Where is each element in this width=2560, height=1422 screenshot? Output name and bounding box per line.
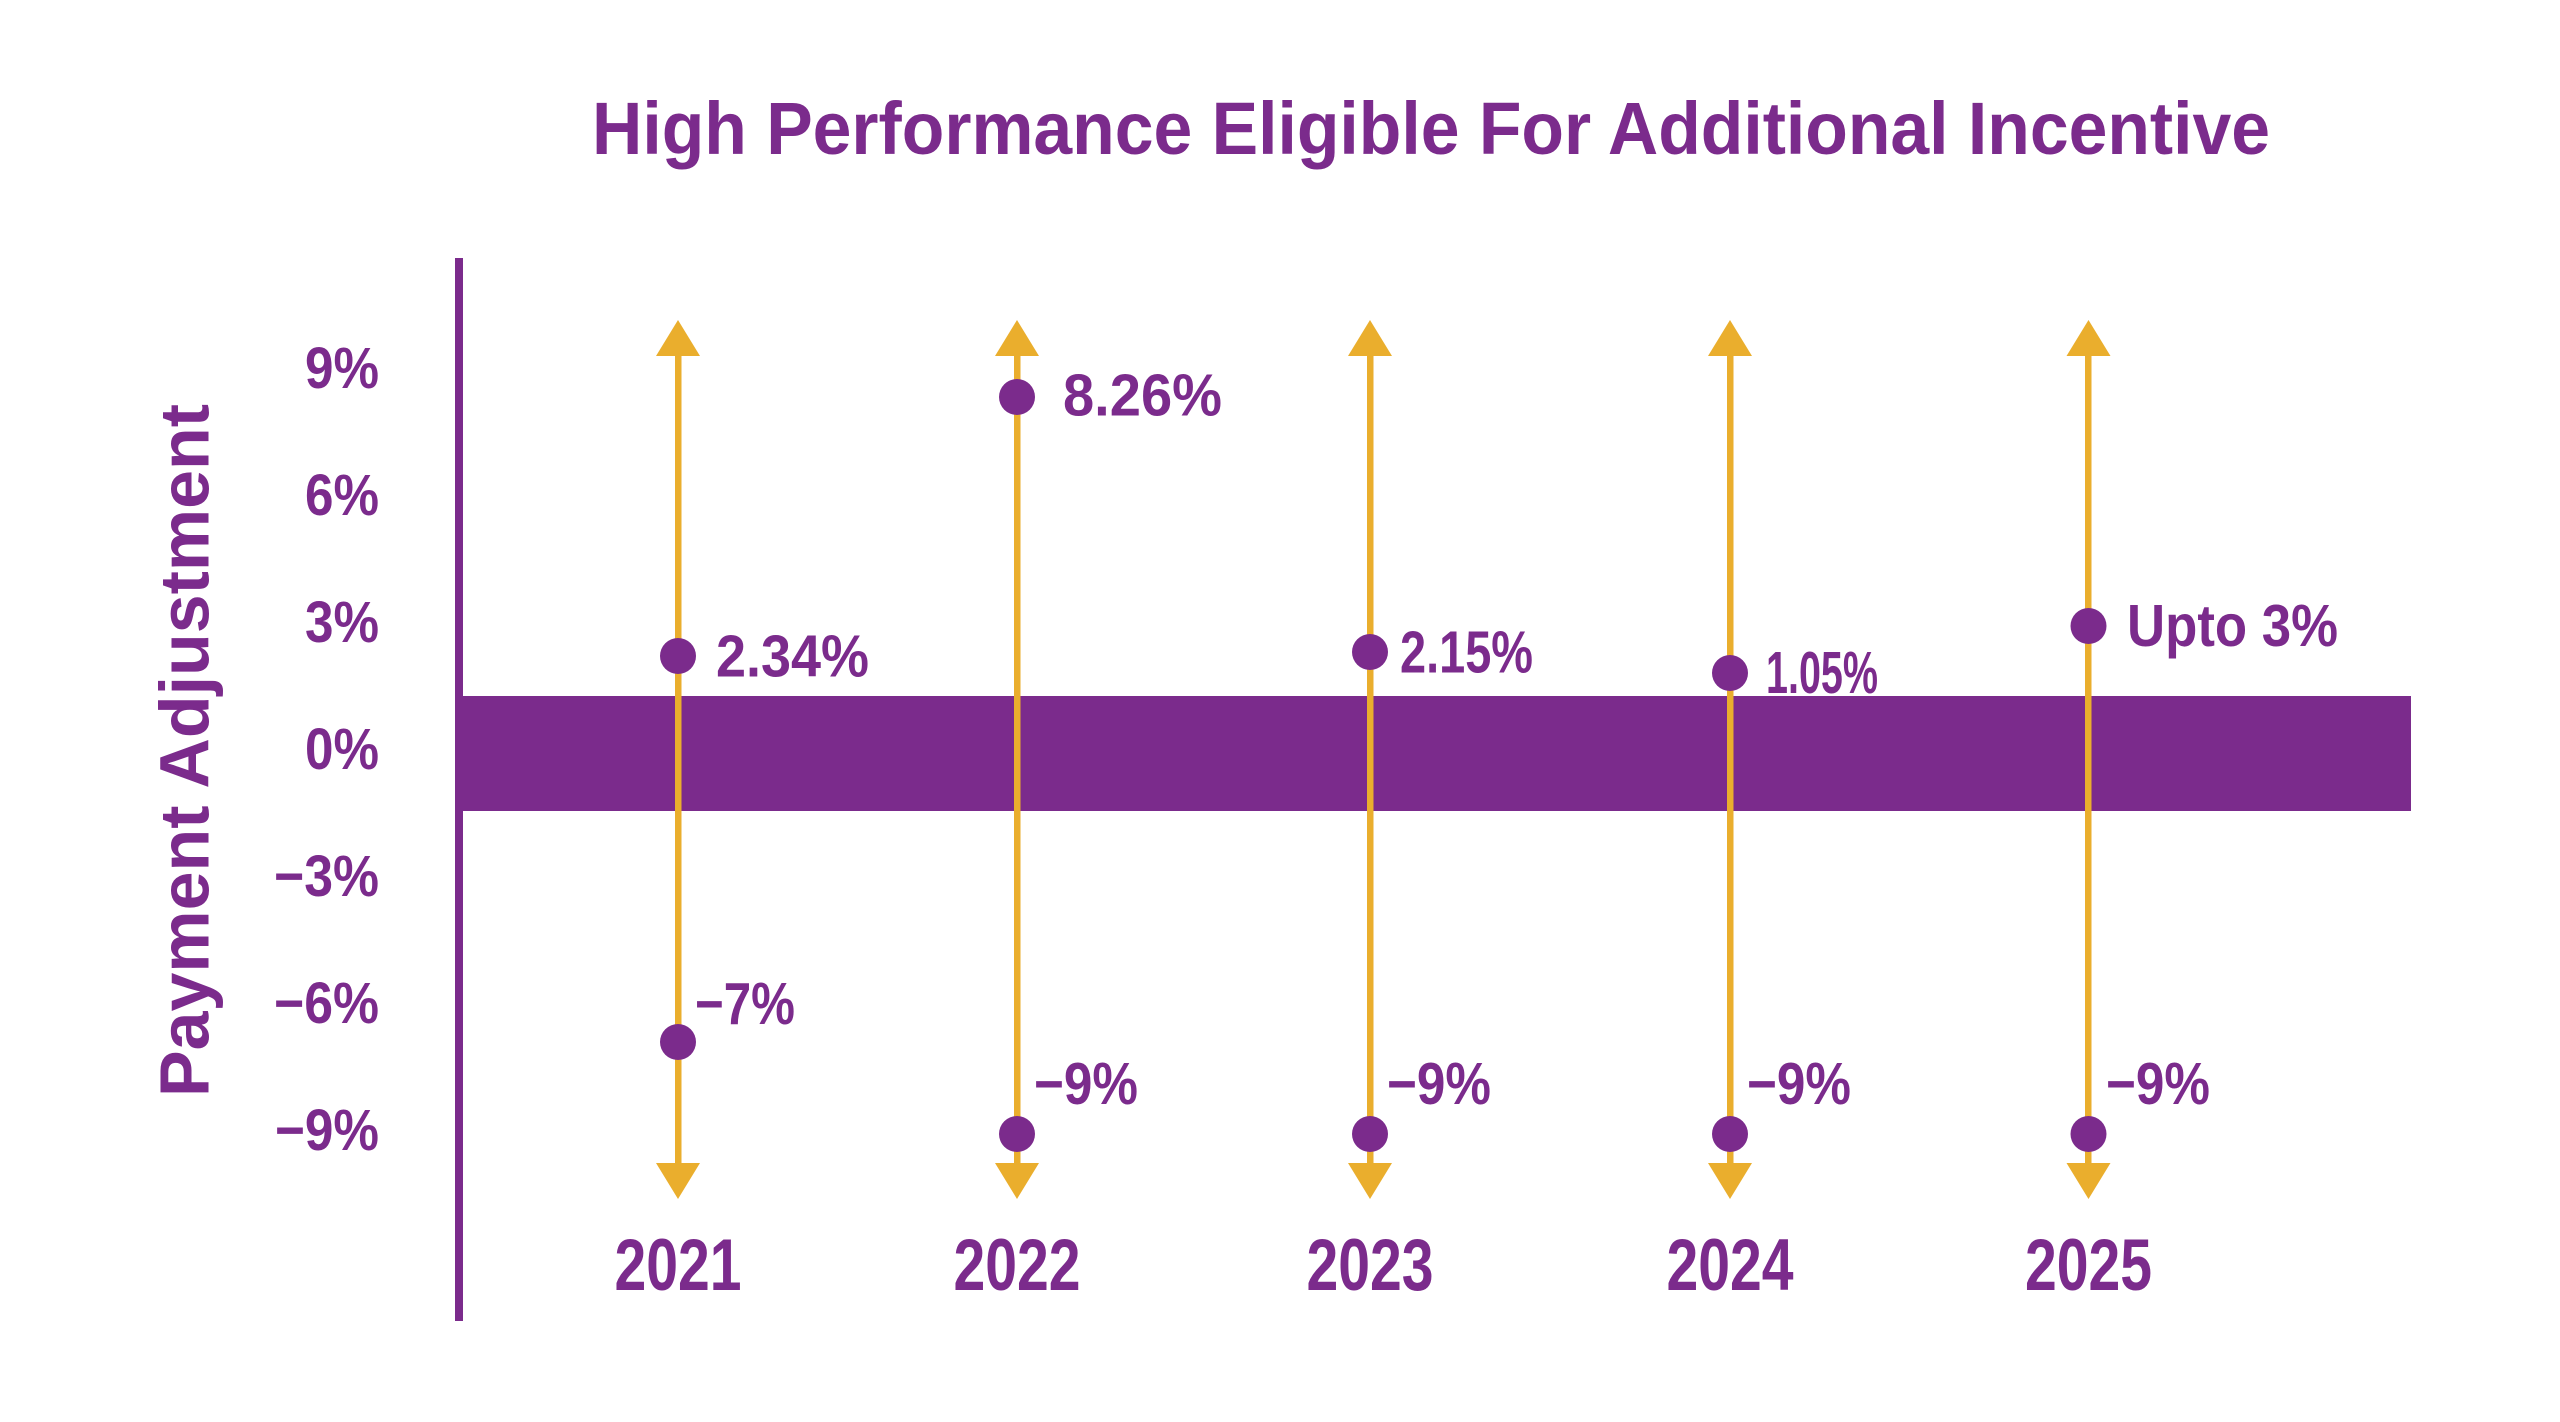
svg-text:2.34%: 2.34%: [716, 624, 869, 690]
svg-text:2022: 2022: [954, 1225, 1081, 1306]
svg-text:−6%: −6%: [274, 971, 379, 1036]
svg-text:8.26%: 8.26%: [1063, 363, 1222, 429]
svg-text:Upto 3%: Upto 3%: [2127, 593, 2338, 659]
svg-text:−9%: −9%: [1747, 1051, 1851, 1117]
svg-text:2024: 2024: [1667, 1225, 1794, 1306]
svg-text:2021: 2021: [615, 1225, 742, 1306]
svg-text:High Performance Eligible For: High Performance Eligible For Additional…: [592, 87, 2270, 170]
svg-text:−7%: −7%: [695, 971, 795, 1037]
svg-text:−9%: −9%: [1034, 1051, 1138, 1117]
svg-text:−3%: −3%: [274, 844, 379, 909]
svg-text:2.15%: 2.15%: [1400, 620, 1533, 686]
svg-text:−9%: −9%: [275, 1098, 379, 1163]
svg-text:3%: 3%: [305, 590, 379, 655]
svg-text:9%: 9%: [305, 336, 379, 401]
svg-text:1.05%: 1.05%: [1766, 640, 1878, 706]
svg-text:−9%: −9%: [2106, 1051, 2210, 1117]
svg-text:Payment Adjustment: Payment Adjustment: [146, 404, 224, 1097]
svg-text:2025: 2025: [2025, 1225, 2152, 1306]
svg-text:0%: 0%: [305, 717, 379, 782]
svg-text:2023: 2023: [1307, 1225, 1434, 1306]
svg-text:−9%: −9%: [1387, 1051, 1491, 1117]
svg-text:6%: 6%: [305, 463, 379, 528]
